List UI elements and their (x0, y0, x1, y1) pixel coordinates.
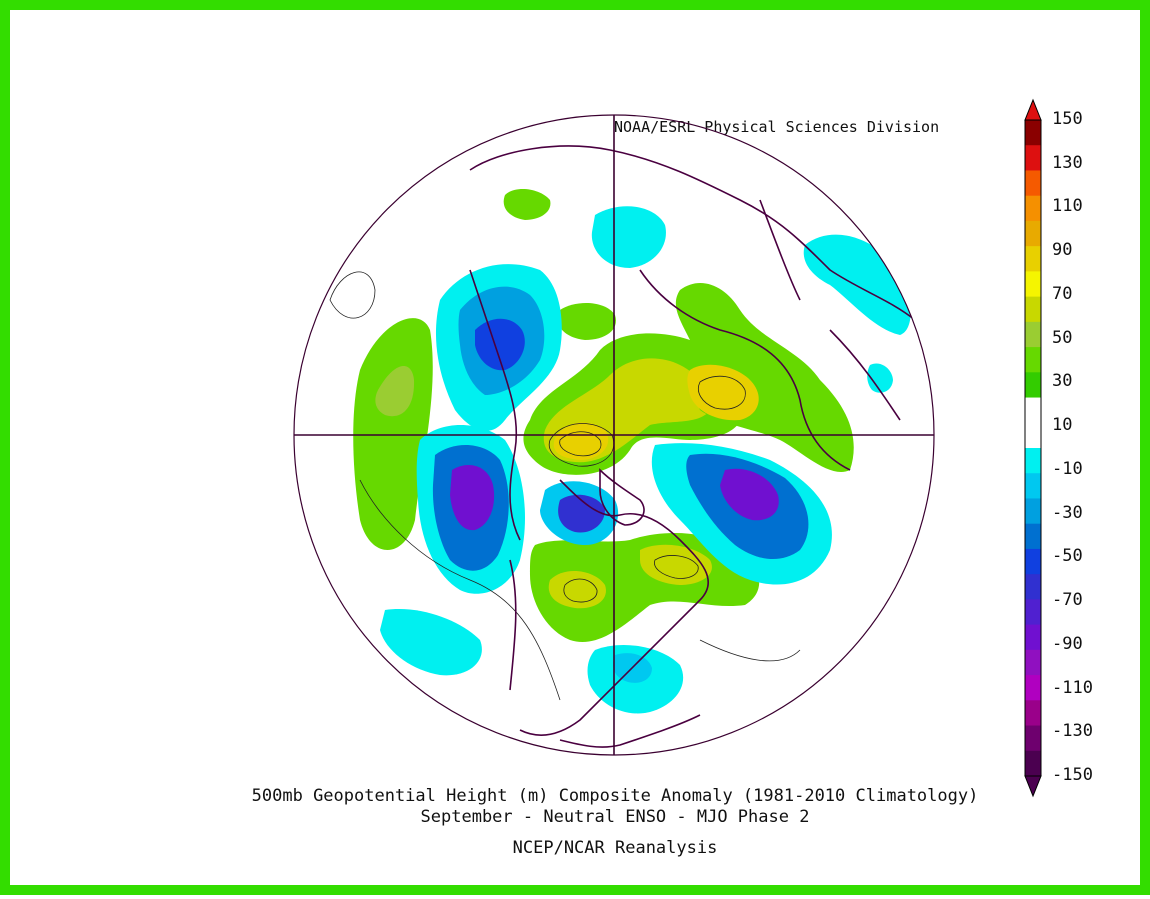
positive-anomaly-scandinavia-core (687, 364, 759, 421)
negative-anomalies (380, 206, 911, 714)
colorbar-segment (1025, 448, 1041, 474)
negative-anomaly-alaska-core (475, 318, 525, 371)
positive-anomaly-atlantic-small (557, 303, 616, 340)
colorbar-segment (1025, 574, 1041, 600)
positive-anomaly-northamerica-core-west (548, 570, 606, 609)
colorbar-bottom-triangle (1024, 775, 1042, 798)
colorbar-segment (1025, 397, 1041, 424)
eurasia-coastline (469, 145, 916, 471)
credit-label: NOAA/ESRL Physical Sciences Division (614, 118, 940, 136)
colorbar-segment (1025, 246, 1041, 272)
colorbar (1020, 98, 1120, 798)
colorbar-segment (1025, 321, 1041, 348)
coastlines (469, 145, 916, 748)
colorbar-tick-label: -10 (1052, 458, 1083, 479)
colorbar-segment (1025, 750, 1041, 777)
negative-anomaly-eurasia-north (591, 206, 666, 268)
colorbar-segment (1025, 220, 1041, 247)
colorbar-segment (1025, 347, 1041, 373)
colorbar-segment (1025, 422, 1041, 449)
positive-anomaly-arctic-north (503, 188, 551, 220)
colorbar-tick-label: 90 (1052, 240, 1073, 261)
data-source: NCEP/NCAR Reanalysis (512, 838, 718, 858)
title-line-2: September - Neutral ENSO - MJO Phase 2 (420, 807, 810, 827)
colorbar-segment (1025, 548, 1041, 575)
colorbar-tick-label: 150 (1052, 109, 1083, 129)
south-america-coastline (559, 714, 701, 748)
colorbar-tick-label: 110 (1052, 196, 1083, 217)
negative-anomaly-tropical-pacific (380, 609, 482, 676)
positive-anomaly-west-inner (375, 366, 415, 417)
colorbar-segment (1025, 145, 1041, 171)
colorbar-segment (1025, 700, 1041, 727)
alaska-coastline (469, 269, 521, 541)
negative-anomaly-small-east (867, 363, 893, 393)
europe-coastline (759, 199, 901, 421)
colorbar-segment (1025, 372, 1041, 399)
colorbar-segment (1025, 296, 1041, 323)
colorbar-tick-label: -70 (1052, 590, 1083, 611)
colorbar-tick-label: -150 (1052, 765, 1093, 785)
colorbar-segment (1025, 271, 1041, 298)
colorbar-tick-label: -30 (1052, 502, 1083, 523)
colorbar-tick-label: 30 (1052, 371, 1073, 392)
negative-anomaly-atlantic-core (720, 468, 779, 521)
colorbar-tick-label: 130 (1052, 152, 1083, 173)
negative-anomaly-pacific-west-core (450, 465, 495, 531)
colorbar-segment (1025, 523, 1041, 550)
figure-title: 500mb Geopotential Height (m) Composite … (150, 786, 1080, 859)
colorbar-segment (1025, 649, 1041, 676)
colorbar-segment (1025, 675, 1041, 701)
negative-anomaly-hudson-core (558, 494, 605, 533)
colorbar-tick-label: -110 (1052, 677, 1093, 698)
colorbar-tick-label: -90 (1052, 633, 1083, 654)
colorbar-tick-label: 10 (1052, 415, 1073, 436)
contour-lines (329, 271, 801, 701)
greenland-coastline (599, 468, 645, 526)
colorbar-segment (1025, 195, 1041, 222)
colorbar-tick-label: -50 (1052, 546, 1083, 567)
colorbar-segment (1025, 498, 1041, 525)
north-america-coastline (509, 479, 710, 736)
colorbar-segment (1025, 473, 1041, 499)
anomaly-field (329, 145, 916, 748)
colorbar-top-triangle (1024, 98, 1042, 121)
negative-anomaly-eurasia-east (803, 234, 911, 335)
colorbar-tick-label: 50 (1052, 327, 1073, 348)
colorbar-segment (1025, 120, 1041, 146)
colorbar-tick-label: 70 (1052, 283, 1073, 304)
colorbar-segment (1025, 624, 1041, 651)
title-line-1: 500mb Geopotential Height (m) Composite … (251, 786, 979, 806)
colorbar-segment (1025, 170, 1041, 197)
colorbar-segment (1025, 725, 1041, 752)
colorbar-segment (1025, 599, 1041, 626)
positive-anomaly-pacific-core (553, 422, 609, 460)
colorbar-tick-label: -130 (1052, 721, 1093, 742)
